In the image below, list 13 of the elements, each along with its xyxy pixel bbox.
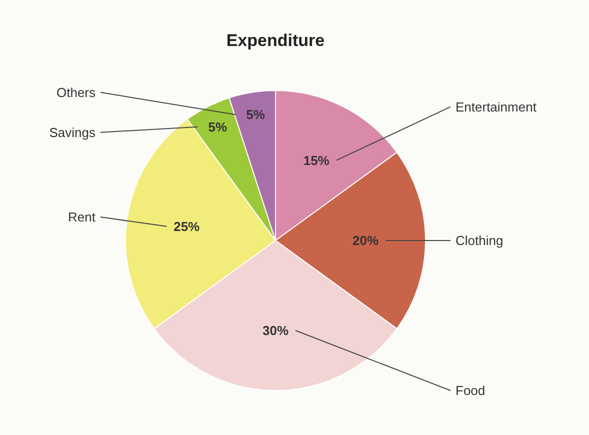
slice-label: Entertainment [456, 99, 537, 114]
slice-label: Clothing [456, 233, 504, 248]
slice-label: Savings [49, 124, 96, 140]
slice-label: Others [56, 84, 96, 100]
data-label: 15% [303, 152, 330, 168]
data-label: 20% [352, 233, 379, 248]
data-label: 30% [262, 323, 289, 338]
data-label: 5% [246, 107, 266, 122]
data-label: 5% [208, 119, 228, 134]
chart-title: Expenditure [226, 31, 325, 50]
slice-label: Rent [68, 210, 96, 225]
data-label: 25% [174, 218, 200, 234]
slice-label: Food [456, 383, 486, 398]
